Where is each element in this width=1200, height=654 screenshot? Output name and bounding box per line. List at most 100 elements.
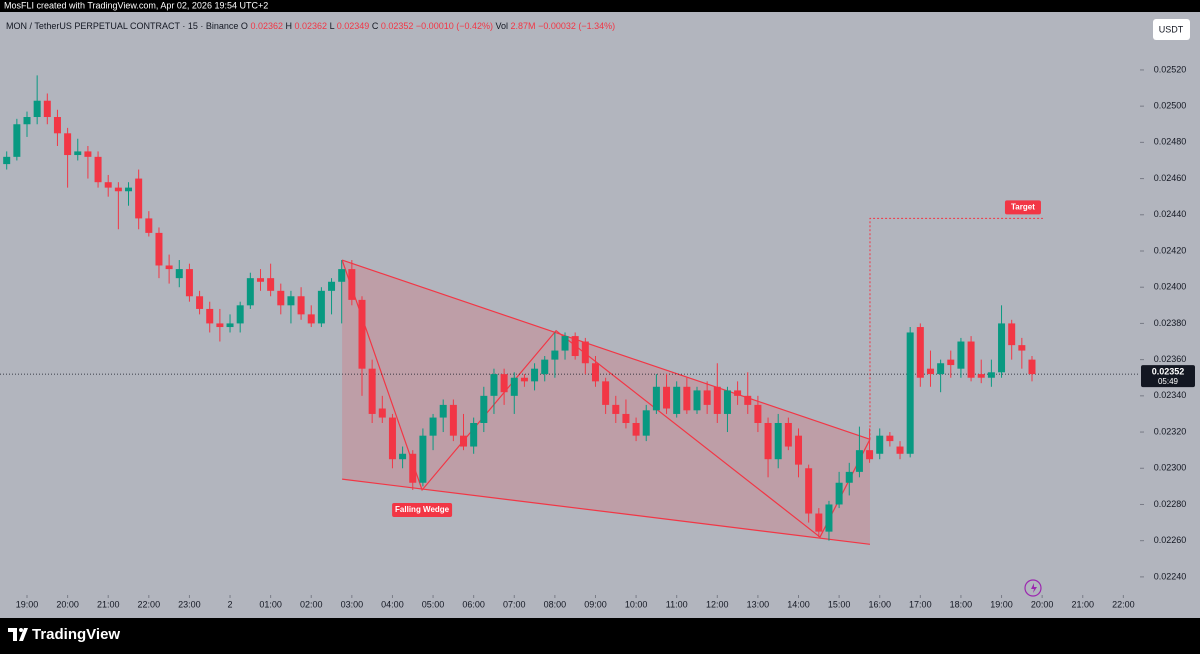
candle-body	[531, 368, 539, 382]
x-tick-label: 18:00	[950, 599, 973, 609]
x-tick-label: 19:00	[990, 599, 1013, 609]
candle-body	[987, 372, 995, 378]
candle-body	[84, 151, 92, 157]
candle-body	[64, 133, 72, 156]
candle-body	[175, 269, 183, 279]
x-tick-label: 11:00	[666, 599, 688, 609]
candle-body	[419, 435, 427, 483]
candle-body	[1028, 359, 1036, 375]
y-tick-label: 0.02320	[1154, 426, 1187, 436]
plot: 0.02240 0.02260 0.02280 0.02300 0.02320 0.023…	[0, 64, 1195, 609]
wedge-upper	[341, 259, 871, 440]
candle-body	[967, 341, 975, 378]
currency-label[interactable]: USDT	[1159, 24, 1184, 34]
candle-body	[490, 374, 498, 396]
candle-body	[165, 265, 173, 270]
y-tick-label: 0.02300	[1154, 463, 1187, 473]
candle-body	[825, 504, 833, 532]
candle-body	[561, 336, 569, 351]
x-tick-label: 01:00	[259, 599, 282, 609]
candle-body	[216, 323, 224, 328]
y-tick-label: 0.02340	[1154, 390, 1187, 400]
volume-key: Vol	[496, 21, 509, 31]
candle-body	[998, 323, 1006, 373]
candle-body	[1018, 345, 1026, 351]
currency-button[interactable]	[1153, 19, 1190, 40]
candle-body	[744, 395, 752, 405]
candle-body	[541, 359, 549, 375]
candle-body	[277, 290, 285, 306]
x-tick-label: 07:00	[503, 599, 526, 609]
candle-body	[297, 296, 305, 315]
y-tick-label: 0.02480	[1154, 137, 1187, 147]
volume: 2.87M	[511, 21, 536, 31]
candle-body	[947, 359, 955, 366]
ohlc-key: H	[286, 21, 293, 31]
candle-body	[591, 363, 599, 382]
candle-body	[784, 422, 792, 447]
legend-text: MON / TetherUS PERPETUAL CONTRACT · 15 ·…	[6, 21, 615, 31]
candle-body	[328, 281, 336, 291]
candle-body	[886, 435, 894, 442]
candle-body	[53, 117, 61, 134]
ohlc-value: 0.02362	[295, 21, 328, 31]
candle-body	[378, 408, 386, 418]
candle-body	[267, 278, 275, 291]
candle-body	[480, 395, 488, 423]
x-tick-label: 12:00	[706, 599, 729, 609]
candle-body	[449, 404, 457, 436]
candle-body	[287, 296, 295, 306]
candle-body	[652, 386, 660, 411]
logo-dot	[19, 628, 23, 632]
target-label: Target	[1011, 203, 1035, 212]
candle-body	[805, 468, 813, 514]
candle-body	[896, 446, 904, 454]
candle-body	[3, 156, 11, 165]
candle-body	[855, 450, 863, 472]
y-tick-label: 0.02240	[1154, 571, 1187, 581]
candle-body	[937, 363, 945, 375]
y-tick-label: 0.02420	[1154, 245, 1187, 255]
target-label-box	[1004, 200, 1041, 215]
candle-body	[470, 422, 478, 447]
candle-body	[206, 308, 214, 324]
last-price-label: 0.02352	[1152, 366, 1185, 376]
candle-body	[358, 299, 366, 369]
candle-body	[845, 471, 853, 483]
x-tick-label: 05:00	[422, 599, 445, 609]
x-tick-label: 03:00	[341, 599, 364, 609]
candle-body	[977, 374, 985, 378]
candle-body	[774, 422, 782, 460]
volume-change: −0.00032 (−1.34%)	[538, 21, 615, 31]
candle-body	[622, 413, 630, 423]
wedge-label: Falling Wedge	[395, 505, 450, 514]
candle-body	[602, 381, 610, 405]
candle-body	[673, 386, 681, 414]
candle-body	[723, 390, 731, 414]
candle-body	[612, 404, 620, 414]
x-tick-label: 10:00	[625, 599, 648, 609]
chart-pane	[0, 12, 1200, 618]
candle-body	[338, 269, 346, 282]
y-tick-label: 0.02260	[1154, 535, 1187, 545]
candle-body	[23, 117, 31, 125]
candle-body	[571, 336, 579, 357]
candle-body	[135, 178, 143, 219]
y-tick-label: 0.02360	[1154, 354, 1187, 364]
candle-body	[33, 100, 41, 118]
candle-body	[520, 377, 528, 382]
x-tick-label: 15:00	[828, 599, 851, 609]
y-tick-label: 0.02280	[1154, 499, 1187, 509]
candle-body	[663, 386, 671, 409]
event-icon[interactable]	[1024, 579, 1042, 597]
x-tick-label: 17:00	[909, 599, 932, 609]
x-tick-label: 13:00	[747, 599, 770, 609]
candle-body	[551, 350, 559, 360]
ohlc-key: C	[372, 21, 379, 31]
candle-body	[155, 232, 163, 266]
change: −0.00010 (−0.42%)	[416, 21, 493, 31]
x-tick-label: 08:00	[544, 599, 567, 609]
x-tick-label: 02:00	[300, 599, 323, 609]
y-tick-label: 0.02440	[1154, 209, 1187, 219]
